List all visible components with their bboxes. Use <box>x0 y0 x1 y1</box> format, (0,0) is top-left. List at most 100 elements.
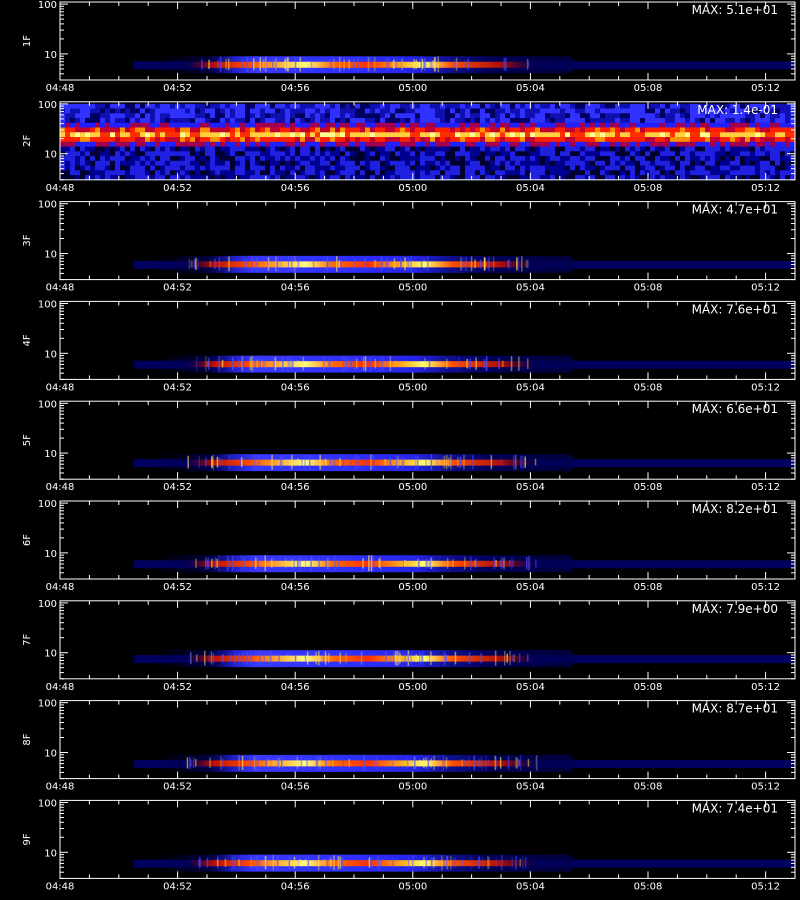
noise-cell <box>790 165 796 171</box>
noise-cell <box>80 165 86 171</box>
noise-cell <box>460 132 466 138</box>
burst-streak <box>265 758 267 767</box>
x-tick-label: 04:52 <box>163 782 192 793</box>
noise-cell <box>775 118 781 124</box>
noise-cell <box>190 113 196 119</box>
burst-streak <box>393 59 395 69</box>
burst-streak <box>381 357 384 371</box>
burst-streak <box>501 855 503 871</box>
noise-cell <box>715 122 721 128</box>
noise-cell <box>510 132 516 138</box>
noise-cell <box>685 113 691 119</box>
burst-streak <box>410 255 412 272</box>
noise-cell <box>205 108 211 114</box>
noise-cell <box>645 146 651 152</box>
burst-streak <box>339 652 341 664</box>
burst-streak <box>364 258 367 270</box>
noise-cell <box>235 122 241 128</box>
burst-streak <box>465 257 467 271</box>
x-tick-label: 04:56 <box>281 582 310 593</box>
noise-cell <box>65 108 71 114</box>
noise-cell <box>710 146 716 152</box>
x-tick-label: 04:52 <box>163 881 192 892</box>
noise-cell <box>515 160 521 166</box>
burst-streak <box>535 559 537 568</box>
noise-cell <box>750 137 756 143</box>
burst-streak <box>374 358 377 369</box>
noise-cell <box>760 127 766 133</box>
noise-cell <box>415 160 421 166</box>
noise-cell <box>755 175 761 181</box>
noise-cell <box>80 146 86 152</box>
noise-cell <box>195 137 201 143</box>
noise-cell <box>250 103 256 109</box>
noise-cell <box>460 160 466 166</box>
noise-cell <box>495 113 501 119</box>
noise-cell <box>475 127 481 133</box>
burst-streak <box>467 358 469 369</box>
noise-cell <box>515 156 521 162</box>
noise-cell <box>215 175 221 181</box>
noise-cell <box>605 137 611 143</box>
noise-cell <box>340 108 346 114</box>
noise-cell <box>775 146 781 152</box>
noise-cell <box>255 108 261 114</box>
x-tick-label: 04:56 <box>281 183 310 194</box>
noise-cell <box>70 137 76 143</box>
noise-cell <box>100 127 106 133</box>
noise-cell <box>475 151 481 157</box>
noise-cell <box>720 127 726 133</box>
noise-cell <box>585 160 591 166</box>
noise-cell <box>410 146 416 152</box>
burst-streak <box>480 653 482 664</box>
noise-cell <box>135 151 141 157</box>
noise-cell <box>670 156 676 162</box>
noise-cell <box>675 146 681 152</box>
burst-streak <box>328 359 330 368</box>
noise-cell <box>520 151 526 157</box>
noise-cell <box>130 165 136 171</box>
x-tick-label: 04:52 <box>163 582 192 593</box>
burst-streak <box>191 260 193 268</box>
burst-streak <box>419 651 421 665</box>
noise-cell <box>130 160 136 166</box>
noise-cell <box>570 127 576 133</box>
burst-streak <box>292 359 294 368</box>
noise-cell <box>170 118 176 124</box>
noise-cell <box>690 165 696 171</box>
noise-cell <box>555 156 561 162</box>
noise-cell <box>335 156 341 162</box>
burst-streak <box>333 59 335 70</box>
noise-cell <box>235 151 241 157</box>
noise-cell <box>720 118 726 124</box>
noise-cell <box>325 160 331 166</box>
noise-cell <box>270 113 276 119</box>
noise-cell <box>340 175 346 181</box>
burst-streak <box>450 455 452 470</box>
noise-cell <box>565 132 571 138</box>
noise-cell <box>460 137 466 143</box>
noise-cell <box>630 108 636 114</box>
noise-cell <box>450 156 456 162</box>
burst-streak <box>296 756 299 770</box>
noise-cell <box>665 175 671 181</box>
burst-streak <box>331 456 334 468</box>
noise-cell <box>580 165 586 171</box>
burst-streak <box>511 557 513 570</box>
burst-streak <box>513 653 515 663</box>
noise-cell <box>655 132 661 138</box>
noise-cell <box>105 146 111 152</box>
burst-streak <box>229 559 231 568</box>
noise-cell <box>665 146 671 152</box>
noise-cell <box>685 146 691 152</box>
noise-cell <box>300 146 306 152</box>
noise-cell <box>325 108 331 114</box>
burst-streak <box>407 857 410 868</box>
noise-cell <box>485 151 491 157</box>
burst-streak <box>483 257 486 271</box>
noise-cell <box>710 108 716 114</box>
noise-cell <box>270 103 276 109</box>
noise-cell <box>425 165 431 171</box>
noise-cell <box>375 132 381 138</box>
noise-cell <box>80 108 86 114</box>
